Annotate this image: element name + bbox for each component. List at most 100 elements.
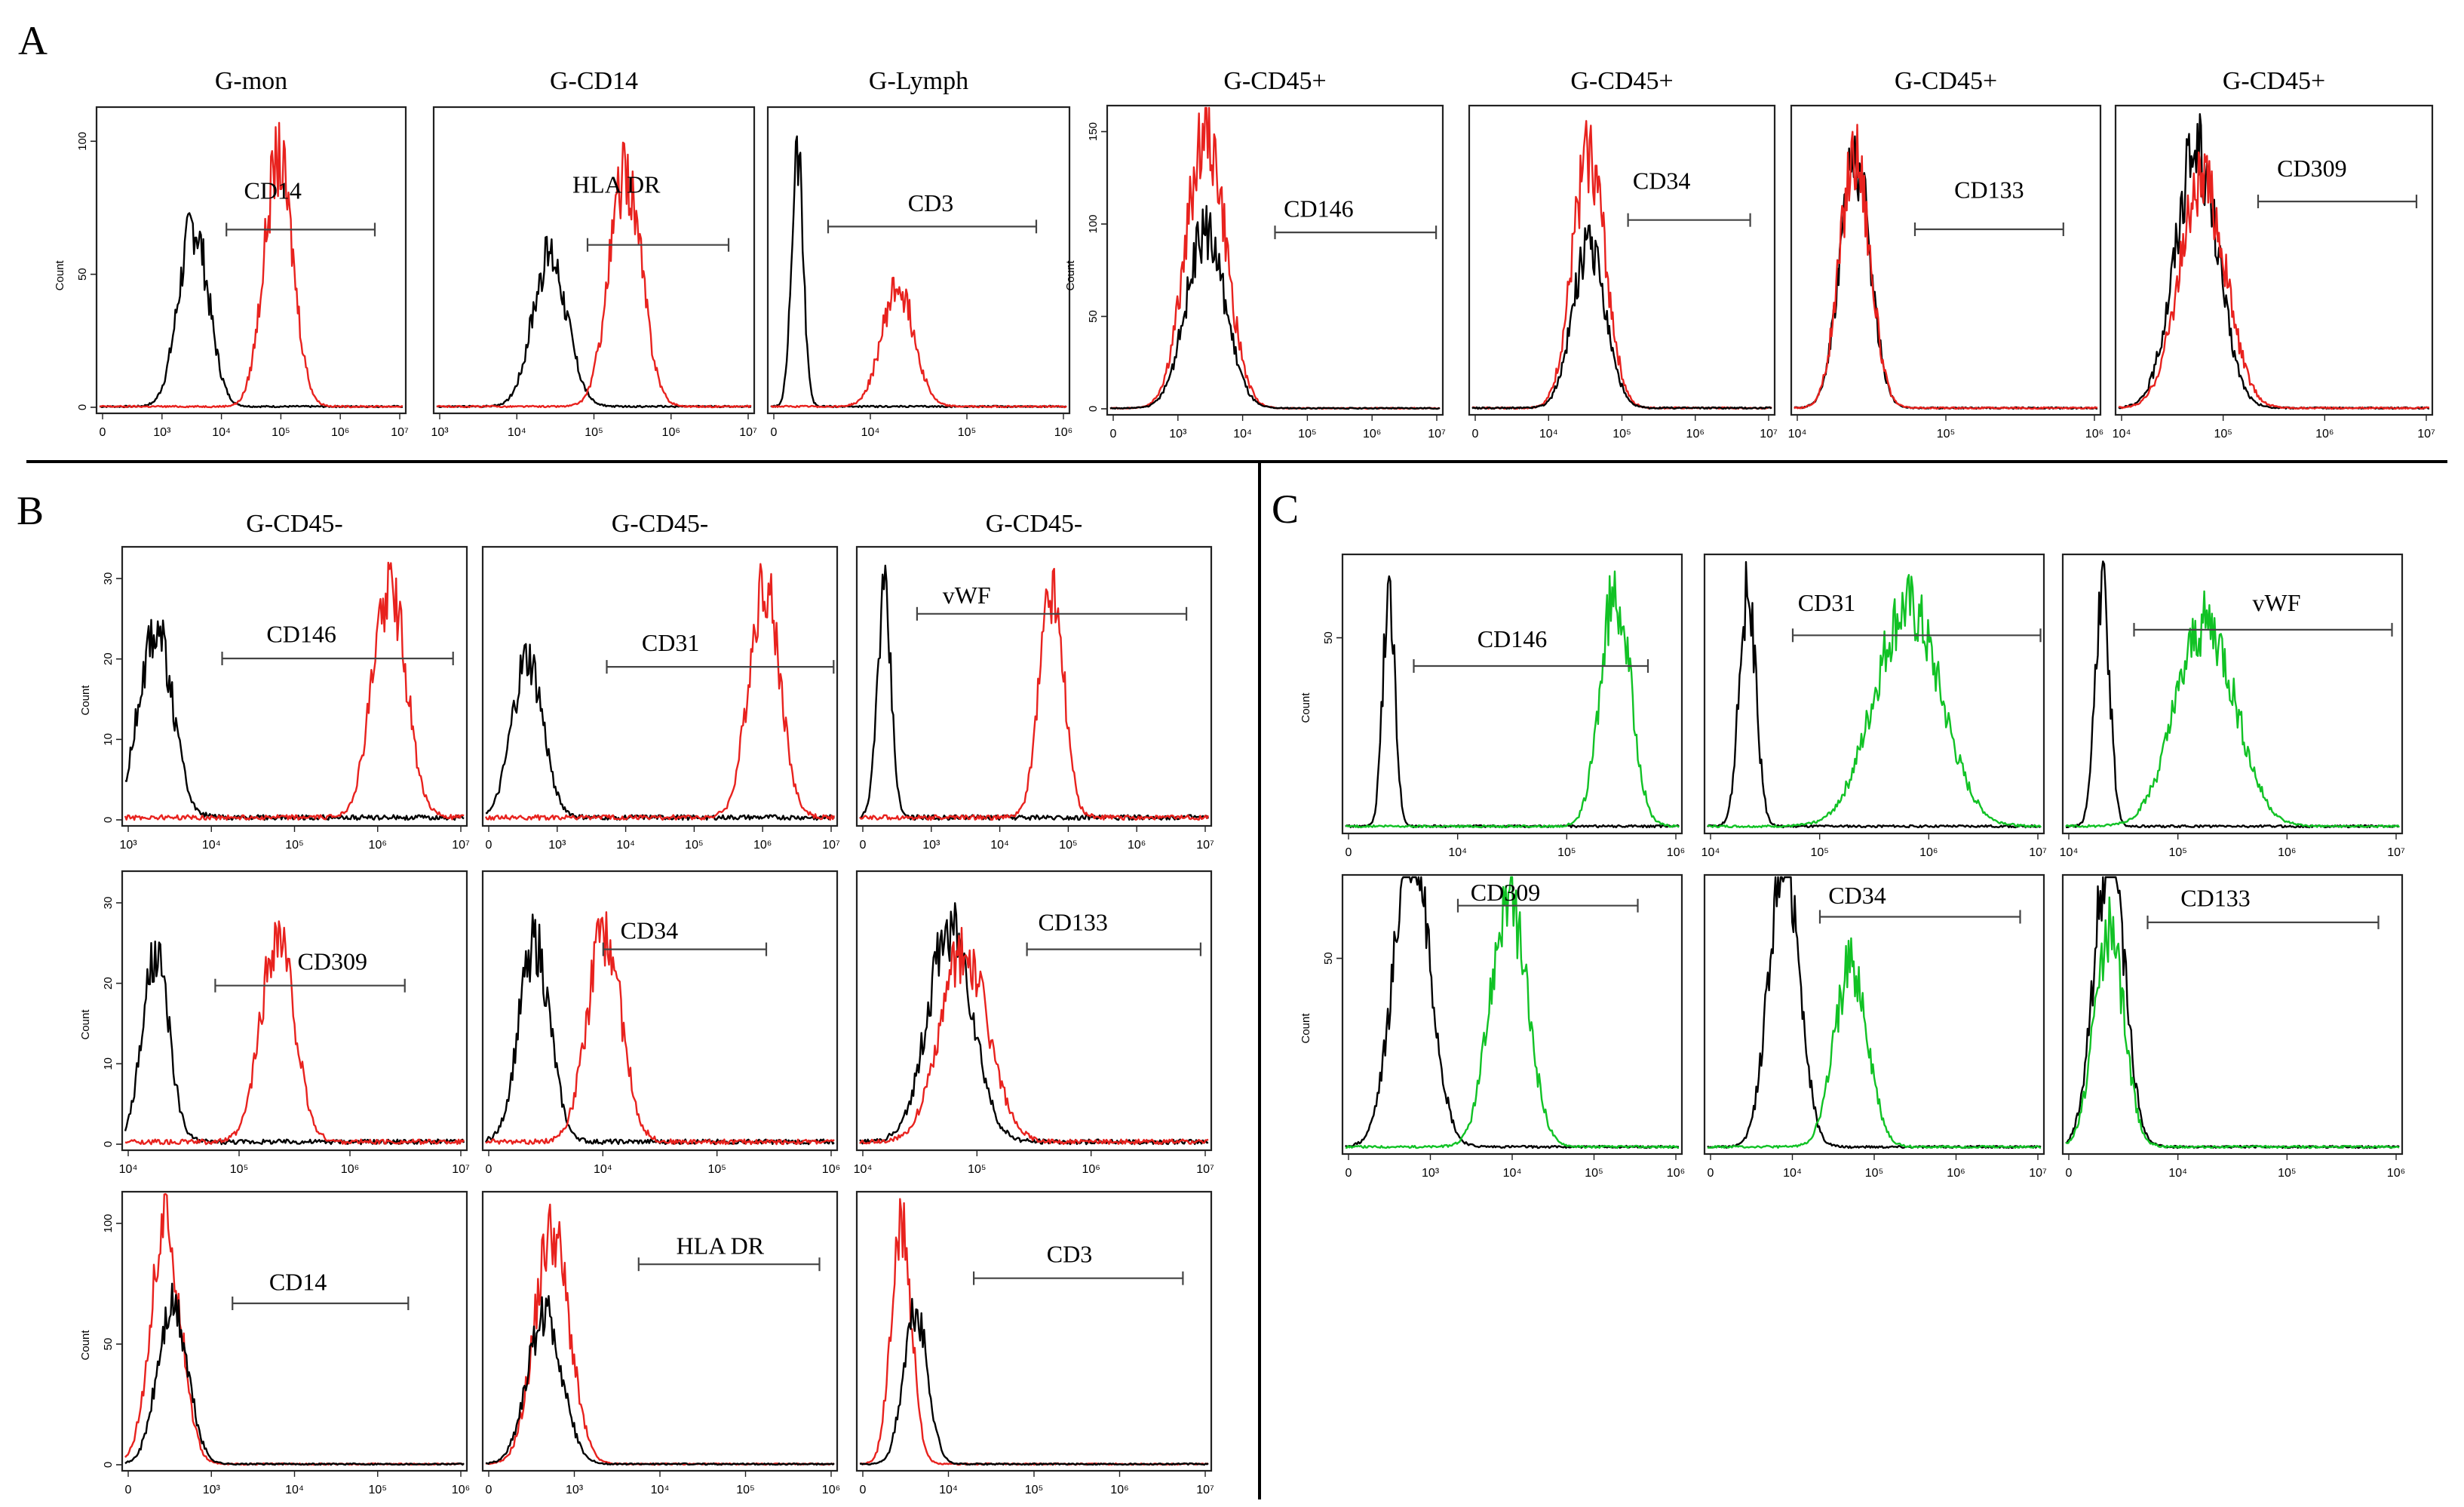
y-axis-label: Count	[1300, 1013, 1312, 1044]
x-tick-label: 10⁴	[508, 426, 526, 439]
x-tick-label: 10⁵	[2168, 846, 2186, 859]
panel-label-a: A	[18, 18, 48, 63]
plot-frame	[481, 870, 839, 1152]
marker-label: HLA DR	[677, 1232, 765, 1259]
histogram-control	[1109, 204, 1441, 410]
x-tick-label: 10⁵	[1298, 428, 1316, 440]
marker-label: CD14	[244, 177, 301, 204]
x-tick-label: 0	[1708, 1167, 1714, 1180]
x-tick-label: 10³	[431, 426, 449, 439]
x-tick-label: 10⁶	[662, 426, 680, 439]
y-axis-label: Count	[1064, 260, 1077, 291]
x-tick-label: 10⁴	[285, 1484, 304, 1496]
panel-c5: 0 10⁴ 10⁵ 10⁶ 10⁷ CD34	[1703, 873, 2047, 1180]
x-tick-label: 10⁵	[1810, 846, 1828, 859]
x-tick-label: 10⁷	[822, 839, 840, 852]
x-tick-label: 10⁷	[2029, 1167, 2047, 1180]
plot-frame	[1468, 104, 1776, 416]
y-tick-label: 0	[76, 404, 89, 410]
histogram-red	[436, 141, 752, 409]
panel-a2: G-CD14 10³ 10⁴ 10⁵ 10⁶ 10⁷ HLA DR	[431, 67, 757, 439]
histogram-red	[99, 121, 403, 409]
x-tick-label: 10⁵	[1557, 846, 1576, 859]
plot-frame	[481, 545, 839, 827]
marker-label: CD31	[642, 629, 699, 656]
y-tick-label: 0	[102, 817, 115, 823]
panel-label-c: C	[1272, 486, 1299, 532]
x-tick-label: 10⁶	[753, 839, 772, 852]
plot-frame	[855, 870, 1213, 1152]
x-tick-label: 10⁶	[2387, 1167, 2405, 1180]
y-tick-label: 20	[102, 652, 115, 665]
histogram-red	[124, 561, 465, 821]
plot-frame	[121, 1190, 468, 1472]
x-tick-label: 10⁵	[230, 1163, 248, 1176]
x-tick-label: 10³	[1169, 428, 1187, 440]
histogram-green	[1345, 570, 1680, 829]
x-tick-label: 10³	[1422, 1167, 1440, 1180]
panel-title: G-Lymph	[869, 67, 968, 95]
x-tick-label: 10⁷	[1428, 428, 1446, 440]
panel-title: G-CD45+	[1570, 67, 1673, 95]
plot-frame	[855, 1190, 1213, 1472]
x-tick-label: 10⁵	[1025, 1484, 1043, 1496]
x-tick-label: 10⁵	[958, 426, 976, 439]
x-tick-label: 0	[1110, 428, 1117, 440]
x-tick-label: 10⁷	[1760, 428, 1778, 440]
y-axis-label: Count	[79, 1009, 92, 1040]
x-tick-label: 0	[486, 1484, 492, 1496]
panel-b7: 0 50 100 Count 0 10³ 10⁴ 10⁵ 10⁶ CD14	[79, 1190, 470, 1496]
x-tick-label: 10⁴	[594, 1163, 612, 1176]
y-tick-label: 30	[102, 897, 115, 910]
y-tick-label: 10	[102, 1057, 115, 1070]
histogram-red	[485, 911, 835, 1146]
marker-label: CD31	[1798, 589, 1855, 616]
y-axis-label: Count	[1300, 692, 1312, 723]
y-axis-label: Count	[79, 1330, 92, 1361]
x-tick-label: 10⁵	[2214, 428, 2232, 440]
panel-b5: 0 10⁴ 10⁵ 10⁶ CD34	[481, 870, 840, 1176]
marker-label: HLA DR	[572, 171, 661, 198]
y-axis-label: Count	[54, 259, 66, 290]
y-tick-label: 100	[76, 132, 89, 151]
plot-frame	[1106, 104, 1444, 416]
x-tick-label: 10⁷	[739, 426, 757, 439]
x-tick-label: 10⁷	[1196, 839, 1214, 852]
panel-title: G-CD45+	[1223, 67, 1326, 95]
x-tick-label: 10⁶	[1947, 1167, 1965, 1180]
panel-title: G-mon	[215, 67, 287, 95]
x-tick-label: 10⁴	[1783, 1167, 1802, 1180]
plot-frame	[1790, 104, 2102, 416]
x-tick-label: 10⁶	[1919, 846, 1938, 859]
plot-frame	[481, 1190, 839, 1472]
histogram-red	[2118, 151, 2430, 410]
panel-c4: 50 Count 0 10³ 10⁴ 10⁵ 10⁶ CD309	[1300, 873, 1685, 1180]
x-tick-label: 10⁶	[1667, 1167, 1685, 1180]
x-tick-label: 10³	[119, 839, 137, 852]
marker-label: CD146	[1477, 625, 1547, 652]
histogram-control	[1471, 224, 1772, 410]
histogram-control	[485, 1294, 835, 1466]
histogram-control	[1707, 560, 2042, 829]
x-tick-label: 10⁷	[452, 1163, 470, 1176]
panel-a4: G-CD45+ 0 50 100 150 Count 0 10³ 10⁴ 10⁵ 10⁶ 10⁷ CD1…	[1064, 67, 1446, 440]
x-tick-label: 10³	[566, 1484, 584, 1496]
plot-frame	[2114, 104, 2434, 416]
panel-title: G-CD45+	[1895, 67, 1997, 95]
plot-frame	[1341, 553, 1683, 835]
x-tick-label: 10⁴	[939, 1484, 958, 1496]
x-tick-label: 10⁷	[452, 839, 470, 852]
marker-label: CD14	[269, 1268, 327, 1295]
plot-frame	[1703, 873, 2045, 1156]
x-tick-label: 10³	[203, 1484, 221, 1496]
x-tick-label: 10⁴	[202, 839, 221, 852]
y-tick-label: 30	[102, 572, 115, 585]
x-tick-label: 0	[860, 839, 867, 852]
panel-title: G-CD45-	[246, 510, 342, 538]
marker-label: CD34	[1828, 882, 1886, 909]
x-tick-label: 10³	[922, 839, 940, 852]
panel-b1: G-CD45- 0 10 20 30 Count 10³ 10⁴ 10⁵ 10⁶ 10⁷ CD146	[79, 510, 470, 852]
plot-frame	[2061, 873, 2404, 1156]
x-tick-label: 10⁶	[822, 1163, 840, 1176]
